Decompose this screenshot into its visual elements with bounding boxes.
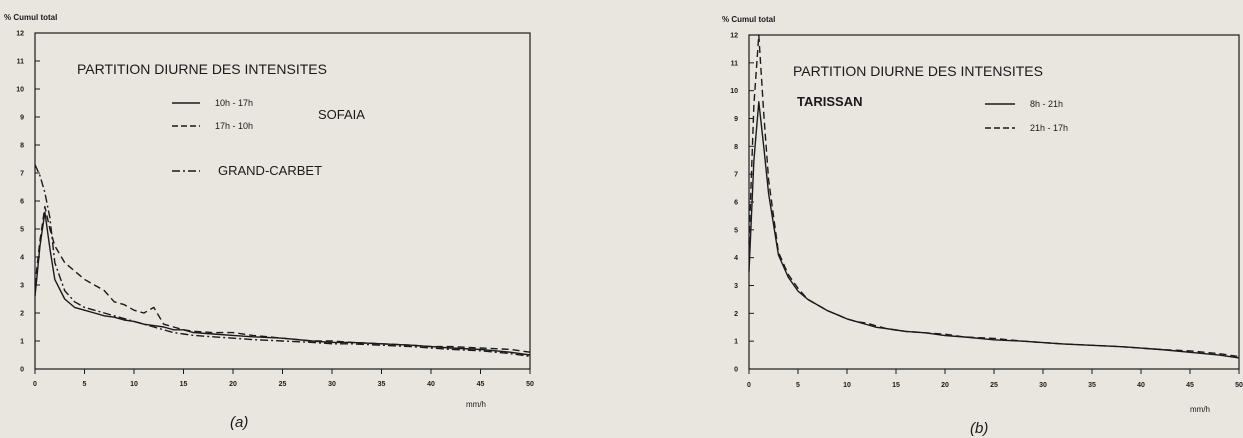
x-tick-label: 50 [1235, 382, 1243, 389]
x-tick-label: 10 [843, 382, 851, 389]
y-tick-label: 12 [16, 31, 24, 38]
legend-label-a-2: 17h - 10h [215, 121, 253, 131]
y-tick-label: 8 [734, 144, 738, 151]
x-tick-label: 35 [1088, 382, 1096, 389]
series-lines-b [748, 34, 1240, 359]
x-axis-label-b: mm/h [1190, 405, 1210, 414]
y-axis-label-b: % Cumul total [722, 15, 775, 24]
y-tick-label: 11 [731, 60, 739, 67]
panel-label-b: (b) [970, 420, 988, 437]
extra-label-a: GRAND-CARBET [218, 163, 322, 178]
panel-label-a: (a) [230, 414, 248, 431]
y-tick-label: 2 [20, 311, 24, 318]
series-lines-a [34, 164, 531, 358]
x-ticks-a: 0 5 10 15 20 25 30 35 40 45 50 [33, 369, 534, 388]
x-tick-label: 5 [83, 381, 87, 388]
series-line-a-3 [34, 164, 531, 358]
chart-title-b: PARTITION DIURNE DES INTENSITES [793, 63, 1043, 79]
x-tick-label: 15 [180, 381, 188, 388]
x-tick-label: 10 [130, 381, 138, 388]
y-tick-label: 6 [20, 199, 24, 206]
y-tick-label: 1 [734, 339, 738, 346]
plot-frame-b [748, 34, 1240, 370]
x-tick-label: 0 [747, 382, 751, 389]
station-label-b: TARISSAN [797, 94, 862, 109]
y-tick-label: 12 [730, 33, 738, 40]
y-tick-label: 9 [20, 115, 24, 122]
y-tick-label: 1 [20, 339, 24, 346]
x-ticks-b: 0 5 10 15 20 25 30 35 40 45 50 [747, 369, 1243, 389]
y-tick-label: 2 [734, 311, 738, 318]
x-tick-label: 25 [990, 382, 998, 389]
series-line-a-2 [34, 205, 531, 353]
x-tick-label: 50 [526, 381, 534, 388]
plot-frame-a [34, 32, 531, 370]
y-tick-label: 7 [20, 171, 24, 178]
y-tick-label: 0 [20, 367, 24, 374]
x-tick-label: 45 [477, 381, 485, 388]
y-tick-label: 4 [734, 255, 738, 262]
x-tick-label: 25 [279, 381, 287, 388]
x-tick-label: 30 [1039, 382, 1047, 389]
x-tick-label: 40 [427, 381, 435, 388]
x-tick-label: 0 [33, 381, 37, 388]
x-tick-label: 20 [229, 381, 237, 388]
x-tick-label: 40 [1137, 382, 1145, 389]
station-label-a: SOFAIA [318, 107, 365, 122]
legend-label-b-2: 21h - 17h [1030, 123, 1068, 133]
y-tick-label: 9 [734, 116, 738, 123]
x-tick-label: 5 [796, 382, 800, 389]
legend-label-a-1: 10h - 17h [215, 98, 253, 108]
series-line-a-1 [34, 211, 531, 356]
y-tick-label: 5 [20, 227, 24, 234]
x-tick-label: 45 [1186, 382, 1194, 389]
y-tick-label: 10 [16, 87, 24, 94]
series-line-b-1 [748, 101, 1240, 359]
y-tick-label: 8 [20, 143, 24, 150]
y-tick-label: 11 [17, 59, 25, 66]
y-tick-label: 6 [734, 200, 738, 207]
y-axis-label-a: % Cumul total [4, 13, 57, 22]
y-tick-label: 7 [734, 172, 738, 179]
y-tick-label: 5 [734, 227, 738, 234]
x-tick-label: 35 [378, 381, 386, 388]
y-tick-label: 10 [730, 88, 738, 95]
x-tick-label: 15 [892, 382, 900, 389]
x-tick-label: 20 [941, 382, 949, 389]
x-tick-label: 30 [328, 381, 336, 388]
y-tick-label: 4 [20, 255, 24, 262]
series-line-b-2 [748, 34, 1240, 358]
legend-label-b-1: 8h - 21h [1030, 99, 1063, 109]
y-tick-label: 3 [20, 283, 24, 290]
y-tick-label: 0 [734, 367, 738, 374]
chart-title-a: PARTITION DIURNE DES INTENSITES [77, 61, 327, 77]
x-axis-label-a: mm/h [466, 400, 486, 409]
y-tick-label: 3 [734, 283, 738, 290]
